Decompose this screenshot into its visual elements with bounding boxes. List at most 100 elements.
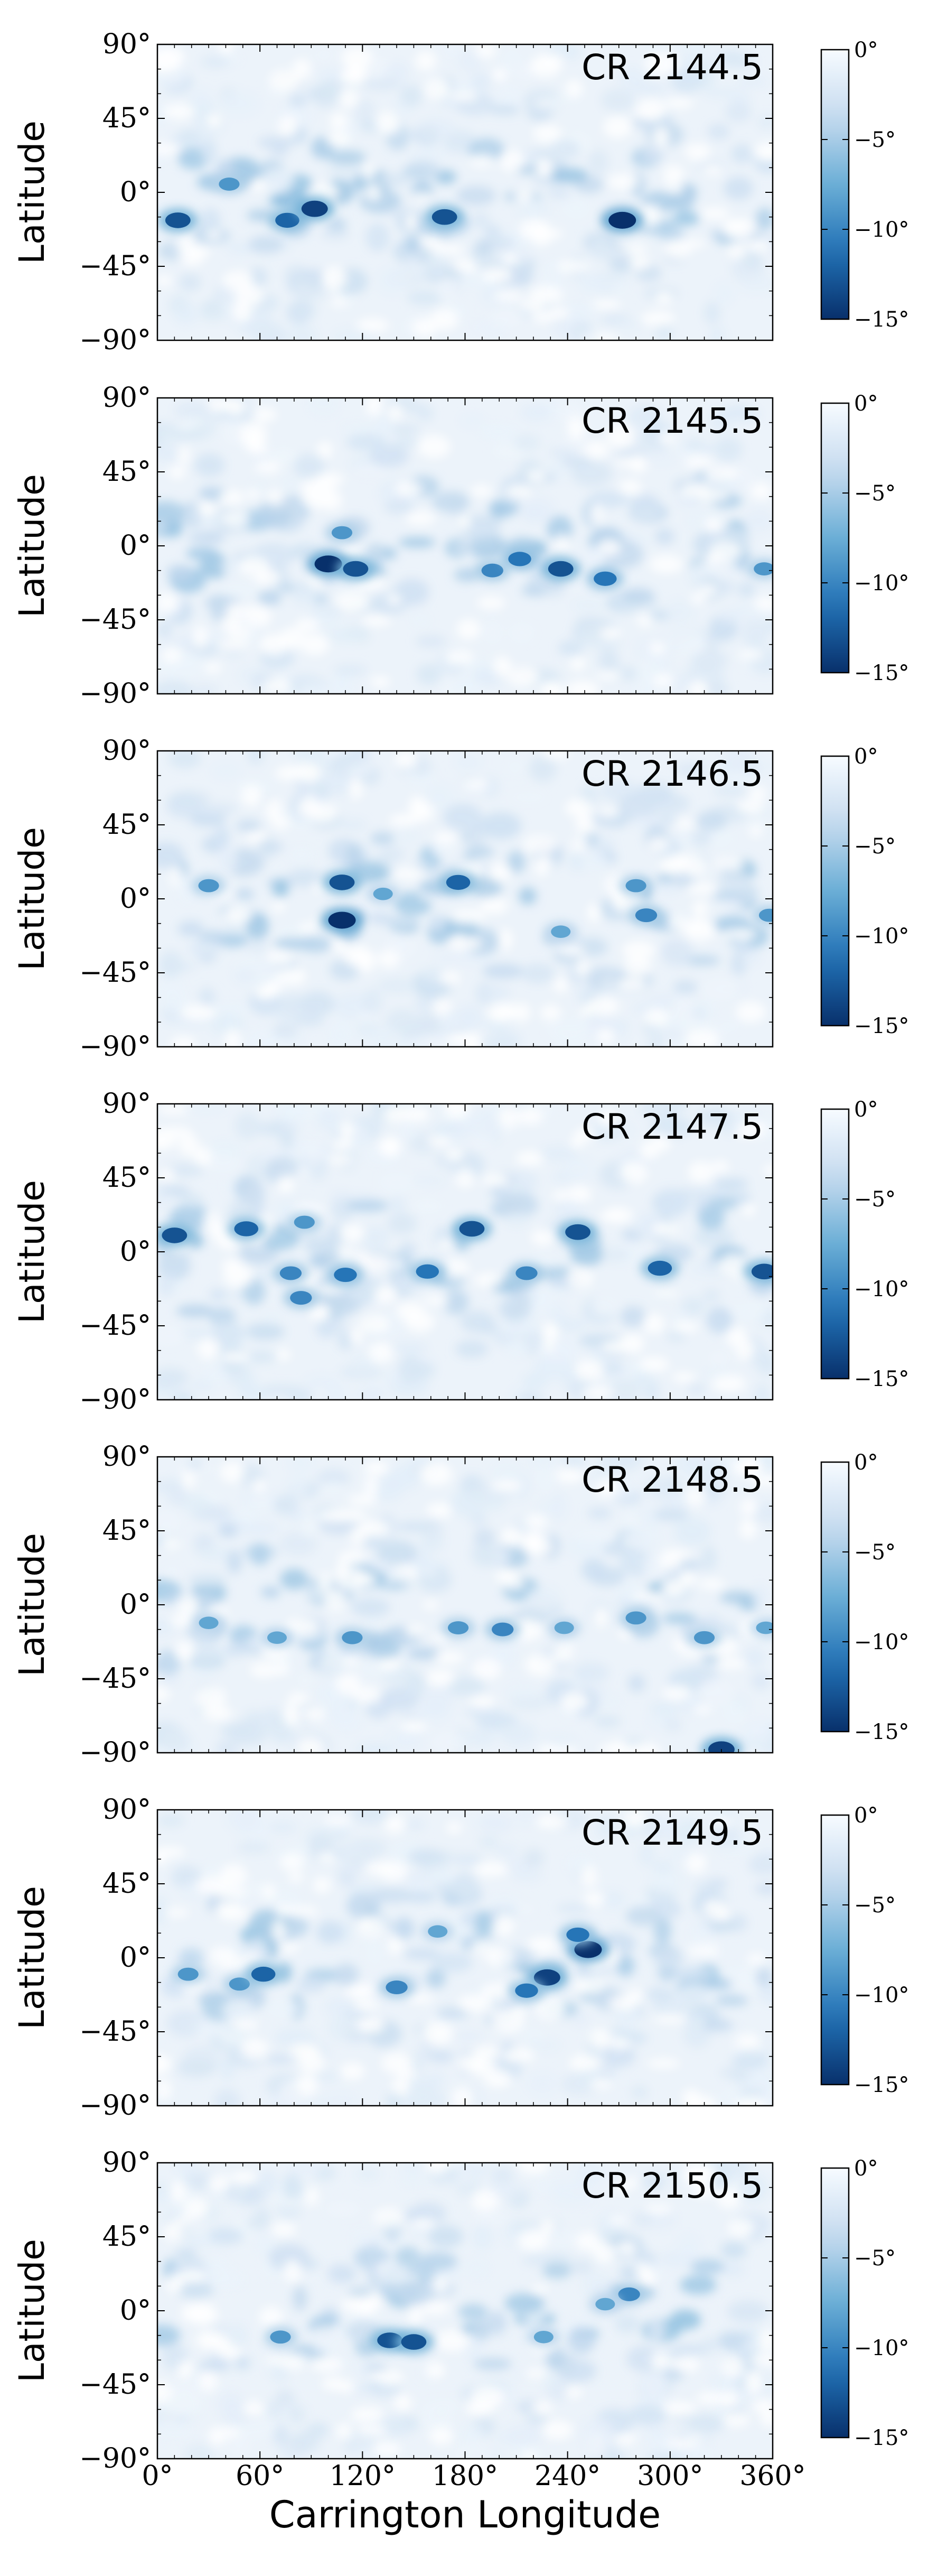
colorbar-tick-label: −15° — [854, 661, 909, 685]
y-tick-label: −90° — [79, 2443, 151, 2475]
y-tick-label: −45° — [79, 2369, 151, 2401]
map-panel: 90° 45° 0° −45° −90° Latitude CR 2144.5 0° −5° −1… — [12, 29, 909, 356]
colorbar-tick-label: −15° — [854, 2073, 909, 2097]
colorbar-gradient — [820, 2167, 850, 2439]
y-tick-label: −90° — [79, 324, 151, 356]
y-axis-label: Latitude — [12, 1533, 52, 1677]
map-features — [157, 1212, 773, 1309]
colorbar: 0° −5° −10° −15° — [820, 392, 909, 685]
y-tick-label: 90° — [102, 382, 151, 414]
colorbar-tick-label: −5° — [854, 2246, 896, 2271]
y-tick-label: 45° — [102, 809, 151, 841]
colorbar-tick-label: 0° — [854, 2156, 878, 2181]
colorbar-tick-label: −15° — [854, 1367, 909, 1391]
map-texture — [157, 44, 773, 340]
feature-spot — [595, 2298, 615, 2311]
feature-spot — [328, 912, 356, 929]
feature-spot — [198, 879, 219, 892]
feature-spot — [279, 1266, 302, 1280]
feature-spot — [751, 1263, 773, 1280]
y-tick-label: 90° — [102, 29, 151, 60]
feature-spot — [693, 1631, 715, 1644]
colorbar-tick-label: −15° — [854, 2426, 909, 2450]
feature-spot — [290, 1291, 312, 1305]
x-tick-label: 60° — [236, 2460, 284, 2492]
map-features — [307, 522, 773, 590]
map-panel: 90° 45° 0° −45° −90° Latitude CR 2146.5 0° −5° −1… — [12, 735, 909, 1063]
feature-spot — [301, 200, 328, 217]
y-tick-label: 0° — [120, 883, 151, 915]
feature-spot — [533, 1969, 560, 1986]
panel-label: CR 2150.5 — [581, 2165, 763, 2206]
feature-spot — [199, 1616, 219, 1630]
x-tick-label: 240° — [534, 2460, 601, 2492]
panel-label: CR 2149.5 — [581, 1812, 763, 1853]
map-panel: 0° 60° 120° 180° 240° 300° 360° 90° 45° 0° −45° −90… — [12, 2147, 909, 2536]
x-tick-label: 360° — [739, 2460, 805, 2492]
colorbar: 0° −5° −10° −15° — [820, 1098, 909, 1391]
map-texture — [157, 398, 773, 694]
y-axis-label: Latitude — [12, 827, 52, 971]
map-texture — [157, 2163, 773, 2459]
map-features — [192, 1607, 773, 1753]
colorbar: 0° −5° −10° −15° — [820, 38, 909, 332]
feature-spot — [416, 1264, 439, 1279]
feature-spot — [229, 1977, 250, 1991]
feature-spot — [447, 1621, 469, 1634]
feature-spot — [551, 925, 571, 938]
map-features — [264, 2283, 647, 2354]
y-tick-label: 0° — [120, 1236, 151, 1268]
feature-spot — [334, 1267, 357, 1282]
feature-spot — [708, 1741, 735, 1753]
y-tick-label: −90° — [79, 1031, 151, 1063]
y-tick-label: 0° — [120, 176, 151, 208]
colorbar-tick-label: −5° — [854, 1540, 896, 1565]
feature-spot — [267, 1631, 287, 1644]
y-tick-label: −90° — [79, 678, 151, 710]
feature-spot — [275, 212, 299, 228]
colorbar-tick-label: −10° — [854, 924, 909, 948]
y-tick-label: 0° — [120, 2295, 151, 2327]
colorbar-tick-label: −5° — [854, 1893, 896, 1918]
y-tick-label: 0° — [120, 1942, 151, 1974]
x-axis-label: Carrington Longitude — [269, 2493, 661, 2536]
map-features — [158, 174, 644, 233]
feature-spot — [515, 1266, 538, 1280]
feature-spot — [548, 561, 574, 577]
feature-spot — [386, 1980, 408, 1994]
y-tick-label: 45° — [102, 103, 151, 134]
y-tick-label: 0° — [120, 1589, 151, 1621]
y-axis-label: Latitude — [12, 120, 52, 264]
feature-spot — [234, 1221, 259, 1236]
y-tick-label: 45° — [102, 456, 151, 488]
feature-spot — [492, 1622, 514, 1636]
y-tick-label: −90° — [79, 1737, 151, 1769]
colorbar-tick-label: 0° — [854, 1450, 878, 1475]
colorbar-tick-label: −5° — [854, 1187, 896, 1212]
y-axis-label: Latitude — [12, 1180, 52, 1324]
panel-label: CR 2146.5 — [581, 754, 763, 794]
y-tick-label: 0° — [120, 530, 151, 562]
panel-label: CR 2144.5 — [581, 47, 763, 88]
colorbar-tick-label: −10° — [854, 1277, 909, 1301]
feature-spot — [756, 1621, 773, 1634]
y-tick-label: 90° — [102, 1441, 151, 1473]
feature-spot — [648, 1260, 672, 1276]
feature-spot — [554, 1621, 574, 1634]
feature-spot — [515, 1983, 538, 1998]
feature-spot — [618, 2287, 640, 2301]
y-tick-label: 90° — [102, 1794, 151, 1826]
feature-spot — [446, 875, 471, 890]
feature-spot — [533, 2330, 554, 2343]
feature-spot — [373, 887, 393, 900]
y-tick-label: 45° — [102, 1162, 151, 1194]
colorbar-gradient — [820, 402, 850, 674]
colorbar-gradient — [820, 1108, 850, 1380]
colorbar: 0° −5° −10° −15° — [820, 745, 909, 1038]
feature-spot — [343, 561, 369, 577]
map-panel: 90° 45° 0° −45° −90° Latitude CR 2149.5 0° −5° −1… — [12, 1794, 909, 2122]
y-tick-label: −45° — [79, 957, 151, 989]
panel-label: CR 2148.5 — [581, 1459, 763, 1500]
colorbar-tick-label: 0° — [854, 1098, 878, 1122]
